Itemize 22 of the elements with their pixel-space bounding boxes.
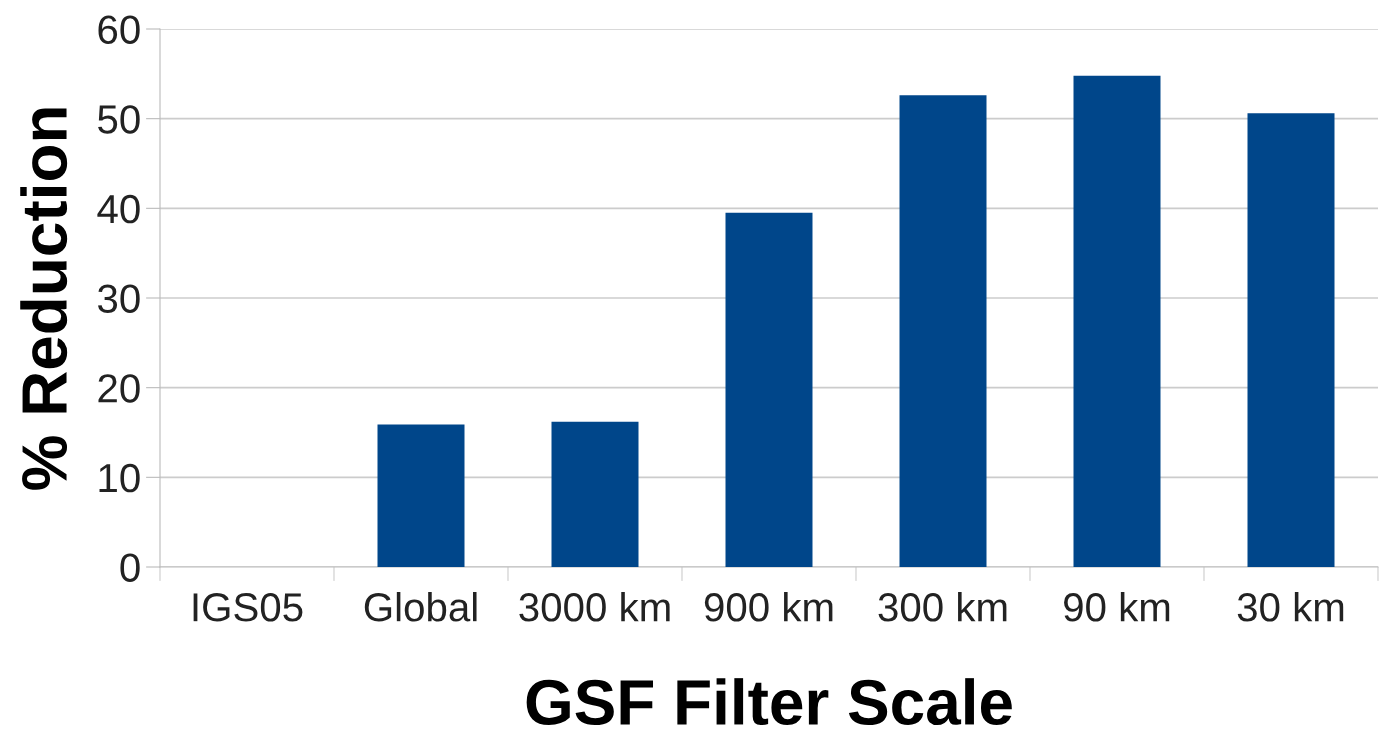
y-tick-label: 30: [97, 284, 140, 313]
bar: [725, 212, 813, 567]
y-tick-label: 50: [98, 105, 140, 134]
x-tick-label: 90 km: [1064, 592, 1170, 622]
y-tick-label: 10: [99, 463, 140, 493]
x-tick-label: 300 km: [878, 592, 1007, 622]
y-tick-label: 0: [120, 553, 140, 582]
bar: [899, 95, 987, 567]
bar: [377, 424, 465, 567]
x-tick-label: 3000 km: [519, 592, 670, 622]
bar: [1247, 113, 1335, 567]
x-tick-label: IGS05: [193, 593, 303, 622]
y-tick-label: 40: [97, 194, 140, 224]
x-tick-label: 30 km: [1237, 592, 1344, 622]
y-axis-title: % Reduction: [20, 108, 68, 490]
bar: [1073, 75, 1161, 567]
y-tick-label: 20: [98, 374, 140, 403]
x-tick-label: Global: [364, 592, 477, 622]
x-axis-title: GSF Filter Scale: [526, 678, 1012, 726]
x-tick-label: 900 km: [704, 592, 833, 622]
y-tick-label: 60: [98, 15, 140, 44]
bar: [551, 421, 639, 567]
